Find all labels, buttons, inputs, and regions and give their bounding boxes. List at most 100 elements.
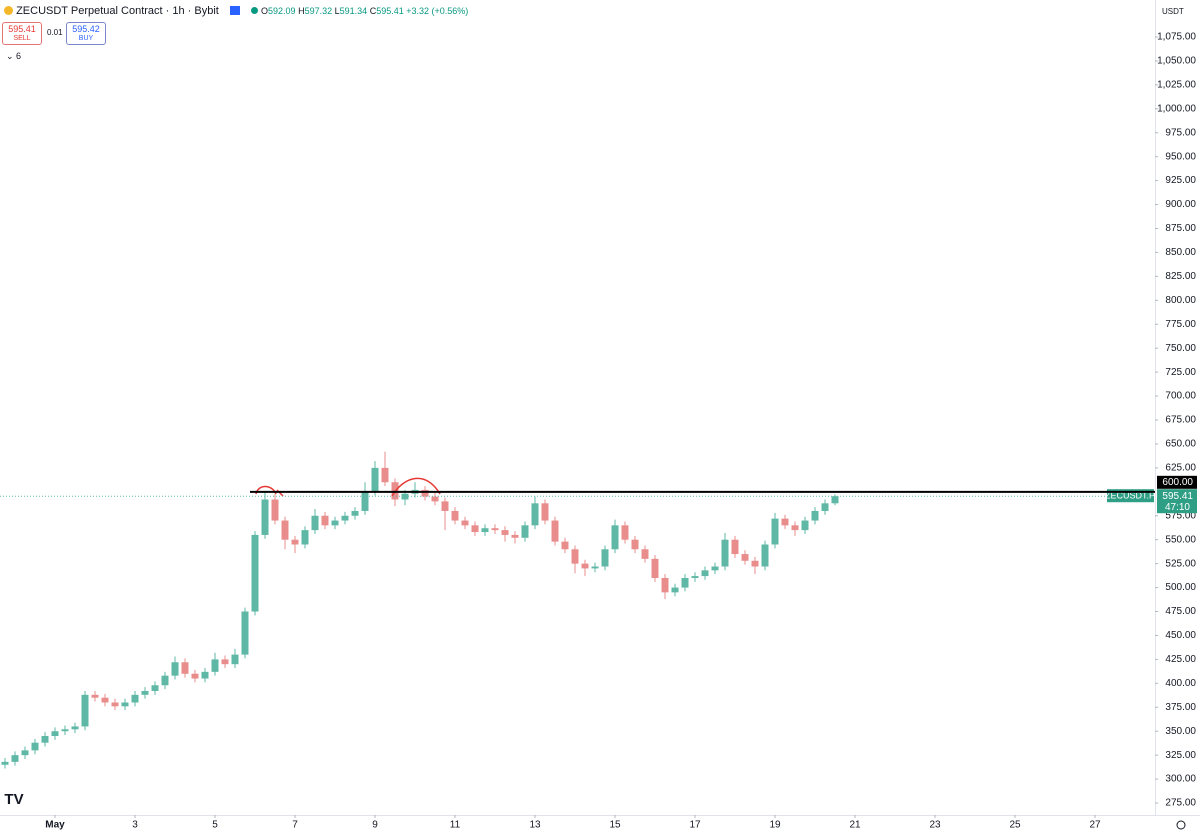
candle-body xyxy=(461,520,469,526)
candle-body xyxy=(641,549,649,559)
y-tick-label: 325.00 xyxy=(1165,750,1196,761)
y-tick-label: 650.00 xyxy=(1165,439,1196,450)
candle-body xyxy=(661,577,669,593)
candle-body xyxy=(701,570,709,577)
candle-body xyxy=(621,525,629,540)
flag[interactable] xyxy=(229,6,240,15)
candle-body xyxy=(1,761,9,765)
settings-icon[interactable] xyxy=(1176,820,1186,830)
y-tick-label: 400.00 xyxy=(1165,678,1196,689)
candle-body xyxy=(281,520,289,540)
buy-label: BUY xyxy=(78,35,94,42)
candle-body xyxy=(771,518,779,545)
candle-body xyxy=(811,510,819,521)
y-tick-label: 625.00 xyxy=(1165,463,1196,474)
candle-body xyxy=(591,566,599,569)
x-tick-label: 9 xyxy=(372,820,378,831)
spread: 0.01 xyxy=(47,28,63,37)
x-tick-label: 13 xyxy=(529,820,541,831)
y-tick-label: 750.00 xyxy=(1165,343,1196,354)
candle-body xyxy=(501,530,509,535)
candle-body xyxy=(321,515,329,526)
y-tick-label: 925.00 xyxy=(1165,175,1196,186)
candle-body xyxy=(631,539,639,550)
x-tick-label: 21 xyxy=(849,820,861,831)
y-tick-label: 800.00 xyxy=(1165,295,1196,306)
buy-button[interactable]: 595.42 BUY xyxy=(66,22,106,45)
candle-body xyxy=(761,544,769,567)
symbol-icon xyxy=(4,6,13,15)
y-tick-label: 675.00 xyxy=(1165,415,1196,426)
candle-body xyxy=(61,729,69,732)
x-tick-label: 5 xyxy=(212,820,218,831)
candle-body xyxy=(221,659,229,665)
y-tick-label: 900.00 xyxy=(1165,199,1196,210)
y-tick-label: 425.00 xyxy=(1165,654,1196,665)
candle-body xyxy=(671,587,679,593)
candle-body xyxy=(551,520,559,542)
y-tick-label: 975.00 xyxy=(1165,127,1196,138)
y-tick-label: 550.00 xyxy=(1165,534,1196,545)
candle-body xyxy=(241,611,249,655)
candle-body xyxy=(541,503,549,521)
candle-body xyxy=(531,503,539,526)
candle-body xyxy=(481,528,489,533)
countdown-label: 47:10 xyxy=(1165,502,1190,513)
ohlc-label: C xyxy=(369,6,377,16)
y-tick-label: 950.00 xyxy=(1165,151,1196,162)
market-status xyxy=(250,7,258,14)
candle-body xyxy=(451,510,459,521)
candle-body xyxy=(521,525,529,538)
sell-button[interactable]: 595.41 SELL xyxy=(2,22,42,45)
candle-body xyxy=(571,549,579,564)
candle-body xyxy=(711,566,719,571)
candle-body xyxy=(191,673,199,679)
candle-body xyxy=(71,726,79,730)
symbol-title[interactable]: ZECUSDT Perpetual Contract · 1h · Bybit xyxy=(16,5,219,17)
y-tick-label: 300.00 xyxy=(1165,774,1196,785)
y-tick-label: 1,025.00 xyxy=(1157,79,1196,90)
candle-body xyxy=(141,690,149,695)
y-tick-label: 375.00 xyxy=(1165,702,1196,713)
buy-price: 595.42 xyxy=(72,24,100,34)
y-tick-label: 1,075.00 xyxy=(1157,32,1196,43)
x-tick-label: 17 xyxy=(689,820,701,831)
candle-body xyxy=(261,499,269,535)
candle-body xyxy=(201,671,209,679)
candle-body xyxy=(121,702,129,707)
candle-body xyxy=(601,549,609,567)
candle-body xyxy=(371,467,379,492)
candle-body xyxy=(231,654,239,665)
candle-body xyxy=(111,702,119,707)
ohlc-label: L xyxy=(334,6,340,16)
candle-body xyxy=(821,503,829,511)
candle-body xyxy=(731,539,739,555)
candle-body xyxy=(211,659,219,672)
candle-body xyxy=(651,558,659,578)
x-tick-label: 3 xyxy=(132,820,138,831)
candle-body xyxy=(51,731,59,736)
y-tick-label: 475.00 xyxy=(1165,606,1196,617)
currency[interactable]: USDT xyxy=(1162,7,1184,16)
ohlc-value: 595.41 xyxy=(376,6,404,16)
candle-body xyxy=(41,735,49,743)
y-tick-label: 1,000.00 xyxy=(1157,103,1196,114)
candle-body xyxy=(491,528,499,531)
x-tick-label: 25 xyxy=(1009,820,1021,831)
y-tick-label: 725.00 xyxy=(1165,367,1196,378)
candle-body xyxy=(181,662,189,674)
candle-body xyxy=(101,697,109,703)
logo: TV xyxy=(4,791,23,808)
horizontal-line-tag xyxy=(1157,475,1197,489)
x-tick-label: 27 xyxy=(1089,820,1101,831)
candle-body xyxy=(791,525,799,531)
y-tick-label: 525.00 xyxy=(1165,558,1196,569)
last-price-label: 595.41 xyxy=(1162,491,1193,502)
candle-body xyxy=(301,530,309,545)
indicators-toggle[interactable]: ⌄ 6 xyxy=(6,51,22,61)
y-tick-label: 1,050.00 xyxy=(1157,56,1196,67)
candle-body xyxy=(21,750,29,756)
ohlc-value: 597.32 xyxy=(304,6,333,16)
y-tick-label: 825.00 xyxy=(1165,271,1196,282)
